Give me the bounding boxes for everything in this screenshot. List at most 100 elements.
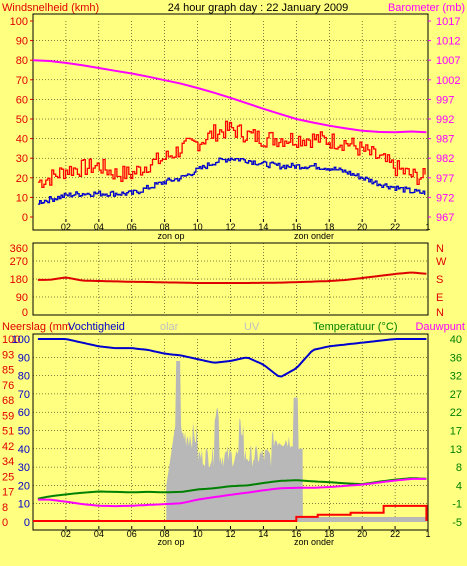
- humidity-tick-label: 40: [18, 444, 30, 456]
- direction-tick-label: 180: [10, 274, 28, 286]
- temperature-tick-label: 4: [456, 480, 462, 492]
- barometer-axis-label: Barometer (mb): [388, 2, 465, 14]
- x-tick-label: 04: [94, 222, 104, 232]
- rain-tick-label: 25: [2, 471, 14, 483]
- humidity-tick-label: 30: [18, 462, 30, 474]
- baro-tick-label: 977: [436, 173, 454, 185]
- x-tick-label: 02: [61, 222, 71, 232]
- humidity-tick-label: 10: [18, 499, 30, 511]
- direction-tick-label: 90: [16, 292, 28, 304]
- rain-tick-label: 17: [2, 487, 14, 499]
- compass-tick-label: E: [436, 292, 443, 304]
- x-tick-label-end: 1: [425, 529, 430, 539]
- chart-title: 24 hour graph day : 22 January 2009: [168, 2, 348, 14]
- baro-tick-label: 1012: [436, 36, 460, 48]
- x-tick-label: 16: [291, 529, 301, 539]
- sunrise-label-1: zon op: [157, 231, 184, 241]
- temperature-tick-label: 36: [450, 352, 462, 364]
- wind-speed-line: [37, 120, 426, 188]
- uv-axis-label: UV: [244, 321, 260, 333]
- rain-tick-label: 8: [2, 502, 8, 514]
- x-tick-label: 12: [225, 222, 235, 232]
- rain-tick-label: 93: [2, 349, 14, 361]
- wind-tick-label: 50: [16, 114, 28, 126]
- direction-tick-label: 0: [22, 307, 28, 319]
- temperature-tick-label: -5: [452, 517, 462, 529]
- wind-tick-label: 90: [16, 36, 28, 48]
- wind-tick-label: 0: [22, 212, 28, 224]
- x-tick-label-end: 1: [425, 222, 430, 232]
- temperature-tick-label: 17: [450, 426, 462, 438]
- sunrise-label-3: zon op: [157, 537, 184, 547]
- x-tick-label: 06: [127, 222, 137, 232]
- baro-tick-label: 1017: [436, 16, 460, 28]
- x-tick-label: 04: [94, 529, 104, 539]
- direction-tick-label: 270: [10, 256, 28, 268]
- rain-tick-label: 68: [2, 395, 14, 407]
- humidity-tick-label: 0: [24, 517, 30, 529]
- baro-tick-label: 1007: [436, 55, 460, 67]
- dewpoint-axis-label: Dauwpunt: [415, 321, 465, 333]
- wind-direction-line: [37, 271, 427, 284]
- humidity-axis-label: Vochtigheid: [68, 321, 125, 333]
- solar-axis-label: olar: [160, 321, 179, 333]
- temperature-axis-label: Temperatuur (°C): [313, 321, 397, 333]
- humidity-tick-label: 90: [18, 352, 30, 364]
- rain-tick-label: 0: [2, 517, 8, 529]
- rain-tick-label: 100: [2, 334, 20, 346]
- wind-tick-label: 100: [10, 16, 28, 28]
- direction-tick-label: 360: [10, 243, 28, 255]
- temperature-tick-label: 40: [450, 334, 462, 346]
- x-tick-label: 12: [225, 529, 235, 539]
- humidity-tick-label: 20: [18, 480, 30, 492]
- baro-tick-label: 987: [436, 134, 454, 146]
- x-tick-label: 14: [258, 529, 268, 539]
- humidity-tick-label: 100: [12, 334, 30, 346]
- x-tick-label: 22: [390, 529, 400, 539]
- sunset-label-3: zon onder: [294, 537, 334, 547]
- temperature-tick-label: 27: [450, 389, 462, 401]
- baro-tick-label: 992: [436, 114, 454, 126]
- wind-axis-label: Windsnelheid (kmh): [2, 2, 99, 14]
- x-tick-label: 20: [357, 222, 367, 232]
- dewpoint-line: [37, 477, 427, 508]
- baro-tick-label: 967: [436, 212, 454, 224]
- temperature-tick-label: -1: [452, 499, 462, 511]
- compass-tick-label: S: [436, 274, 443, 286]
- humidity-tick-label: 60: [18, 407, 30, 419]
- rain-tick-label: 76: [2, 380, 14, 392]
- x-tick-label: 02: [61, 529, 71, 539]
- wind-gust-line: [37, 157, 426, 205]
- x-tick-label: 16: [291, 222, 301, 232]
- baro-tick-label: 972: [436, 192, 454, 204]
- baro-tick-label: 997: [436, 94, 454, 106]
- temperature-tick-label: 22: [450, 407, 462, 419]
- x-tick-label: 18: [324, 529, 334, 539]
- wind-tick-label: 60: [16, 94, 28, 106]
- rain-tick-label: 34: [2, 456, 14, 468]
- rain-axis-label: Neerslag (mm: [2, 321, 71, 333]
- baro-tick-label: 982: [436, 153, 454, 165]
- x-tick-label: 10: [193, 529, 203, 539]
- compass-tick-label: N: [436, 307, 444, 319]
- baro-tick-label: 1002: [436, 75, 460, 87]
- x-tick-label: 08: [160, 529, 170, 539]
- humidity-line: [37, 338, 427, 378]
- humidity-tick-label: 80: [18, 371, 30, 383]
- rain-tick-label: 59: [2, 410, 14, 422]
- x-tick-label: 10: [193, 222, 203, 232]
- compass-tick-label: W: [436, 256, 447, 268]
- temperature-tick-label: 32: [450, 371, 462, 383]
- wind-tick-label: 30: [16, 153, 28, 165]
- rain-tick-label: 51: [2, 426, 14, 438]
- temperature-tick-label: 13: [450, 444, 462, 456]
- wind-tick-label: 40: [16, 134, 28, 146]
- x-tick-label: 14: [258, 222, 268, 232]
- rain-tick-label: 85: [2, 365, 14, 377]
- x-tick-label: 18: [324, 222, 334, 232]
- x-tick-label: 20: [357, 529, 367, 539]
- temperature-tick-label: 8: [456, 462, 462, 474]
- x-tick-label: 06: [127, 529, 137, 539]
- wind-tick-label: 20: [16, 173, 28, 185]
- wind-tick-label: 70: [16, 75, 28, 87]
